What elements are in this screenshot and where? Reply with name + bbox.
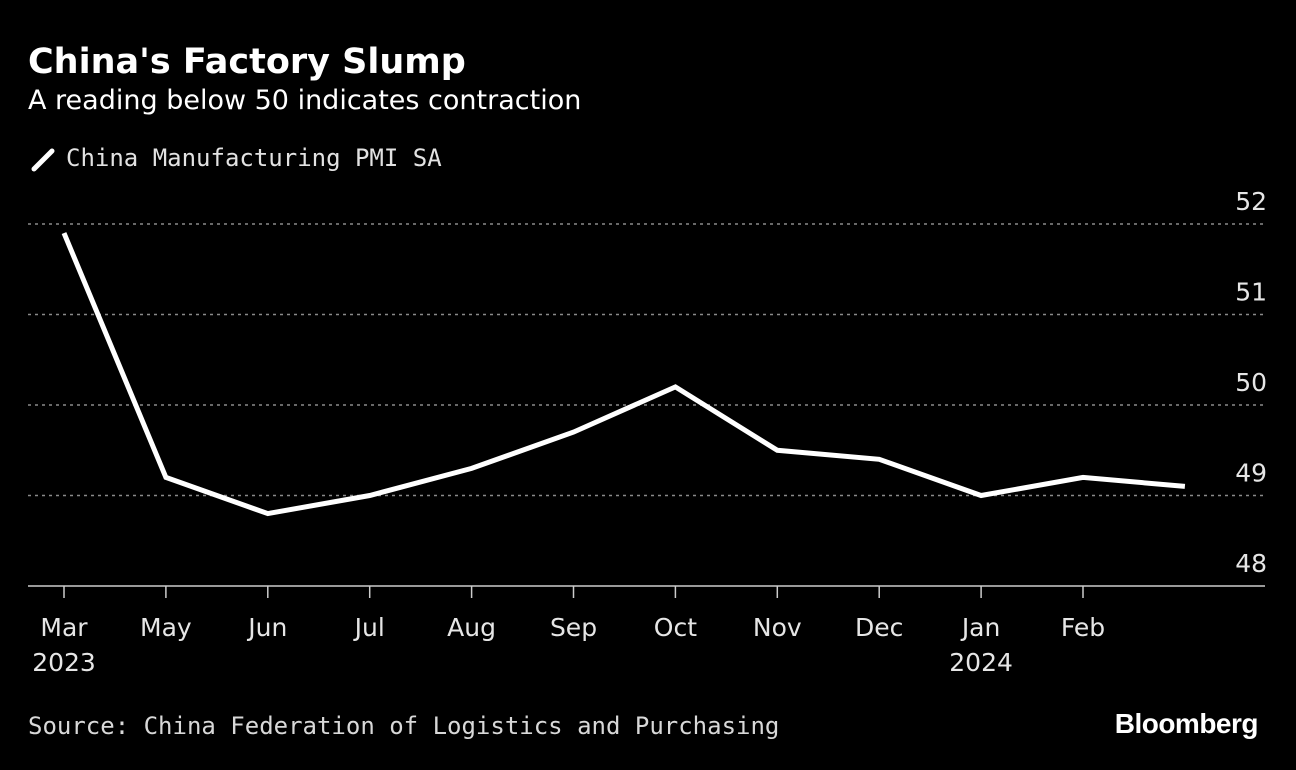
chart-subtitle: A reading below 50 indicates contraction xyxy=(28,85,582,116)
series xyxy=(61,232,1186,517)
y-tick-label-50: 50 xyxy=(1235,368,1267,397)
x-tick-label-jan: Jan xyxy=(960,613,1001,642)
x-axis-labels: Mar 2023 May Jun Jul Aug Sep Oct Nov Dec Jan 2024 Fe… xyxy=(32,613,1105,677)
x-tick-label-may: May xyxy=(140,613,192,642)
y-tick-label-51: 51 xyxy=(1235,278,1267,307)
y-tick-label-48: 48 xyxy=(1235,549,1267,578)
x-tick-label-aug: Aug xyxy=(447,613,496,642)
series-line-0 xyxy=(61,232,1186,517)
x-tick-label-jul: Jul xyxy=(353,613,385,642)
x-tick-label-jun: Jun xyxy=(246,613,287,642)
source-note: Source: China Federation of Logistics an… xyxy=(28,712,780,740)
x-tick-label-feb: Feb xyxy=(1061,613,1105,642)
gridlines xyxy=(28,223,1265,497)
legend: China Manufacturing PMI SA xyxy=(28,140,442,176)
x-tick-label-oct: Oct xyxy=(654,613,697,642)
x-tick-label-dec: Dec xyxy=(855,613,903,642)
bloomberg-logo: Bloomberg xyxy=(1114,708,1259,739)
y-tick-label-49: 49 xyxy=(1235,459,1267,488)
legend-line-icon xyxy=(31,148,55,172)
y-axis: 48 49 50 51 52 xyxy=(1235,187,1267,578)
chart-title: China's Factory Slump xyxy=(28,42,466,82)
y-tick-label-52: 52 xyxy=(1235,187,1267,216)
x-tick-year-2023: 2023 xyxy=(32,648,96,677)
legend-label: China Manufacturing PMI SA xyxy=(66,144,442,172)
x-tick-label-sep: Sep xyxy=(550,613,597,642)
x-tick-year-2024: 2024 xyxy=(949,648,1013,677)
x-tick-label-mar: Mar xyxy=(40,613,88,642)
x-tick-label-nov: Nov xyxy=(753,613,802,642)
x-axis xyxy=(28,585,1265,598)
